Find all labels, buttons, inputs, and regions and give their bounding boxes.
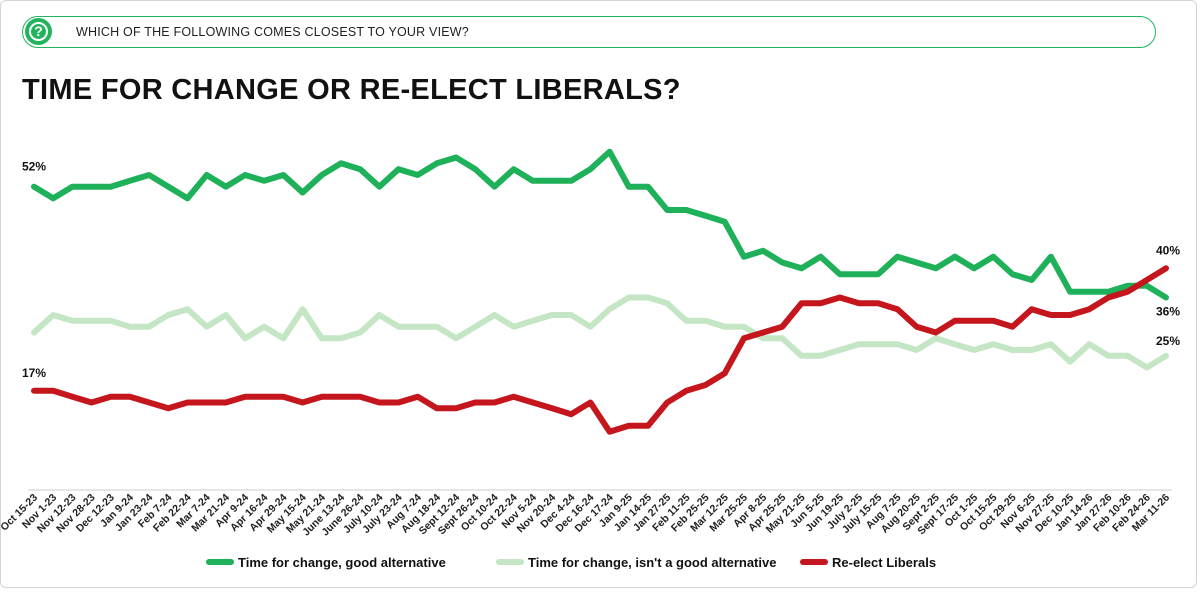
data-label-re-elect-liberals-start: 17% xyxy=(22,366,46,380)
data-label-not-good-alternative-end: 25% xyxy=(1156,334,1180,348)
question-icon: ? xyxy=(25,18,52,45)
legend-swatch-not-good-alternative xyxy=(496,559,524,565)
legend-label-good-alternative: Time for change, good alternative xyxy=(238,554,446,570)
legend-swatch-good-alternative xyxy=(206,559,234,565)
question-icon-glyph: ? xyxy=(34,23,43,39)
series-line-not-good-alternative xyxy=(31,294,1169,371)
chart-card xyxy=(0,0,1197,588)
legend-item-not-good-alternative: Time for change, isn't a good alternativ… xyxy=(496,553,776,571)
legend-swatch-re-elect-liberals xyxy=(800,559,828,565)
legend-item-good-alternative: Time for change, good alternative xyxy=(206,553,446,571)
question-text: WHICH OF THE FOLLOWING COMES CLOSEST TO … xyxy=(76,25,469,39)
series-line-good-alternative xyxy=(31,148,1169,301)
legend-label-not-good-alternative: Time for change, isn't a good alternativ… xyxy=(528,554,777,570)
data-label-re-elect-liberals-end: 40% xyxy=(1156,243,1180,257)
question-banner: ? WHICH OF THE FOLLOWING COMES CLOSEST T… xyxy=(22,16,1156,48)
legend-item-re-elect-liberals: Re-elect Liberals xyxy=(800,553,936,571)
chart-title: TIME FOR CHANGE OR RE-ELECT LIBERALS? xyxy=(22,74,681,106)
series-line-re-elect-liberals xyxy=(31,265,1169,435)
legend-label-re-elect-liberals: Re-elect Liberals xyxy=(832,554,937,570)
data-label-good-alternative-end: 36% xyxy=(1156,305,1180,319)
data-label-good-alternative-start: 52% xyxy=(22,160,46,174)
